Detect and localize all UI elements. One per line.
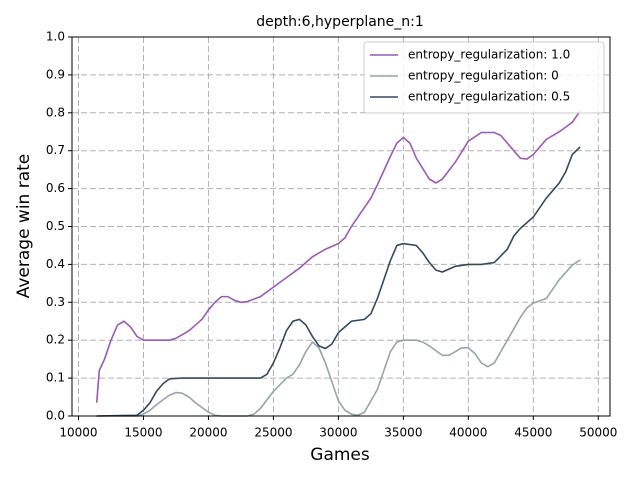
y-tick-label: 0.2 xyxy=(46,333,65,347)
y-tick-label: 0.1 xyxy=(46,371,65,385)
x-tick-label: 45000 xyxy=(514,426,552,440)
x-axis-label: Games xyxy=(310,445,370,465)
legend-label: entropy_regularization: 0 xyxy=(408,69,559,83)
axes-frame xyxy=(71,36,611,417)
y-tick-label: 0.7 xyxy=(46,143,65,157)
x-tick-label: 40000 xyxy=(449,426,487,440)
x-tick-label: 15000 xyxy=(124,426,162,440)
y-tick-label: 0.8 xyxy=(46,105,65,119)
legend-box xyxy=(363,41,605,114)
y-tick-label: 1.0 xyxy=(46,30,65,44)
x-tick-label: 50000 xyxy=(579,426,617,440)
y-tick-label: 0.6 xyxy=(46,181,65,195)
y-tick-label: 0.0 xyxy=(46,409,65,423)
x-tick-label: 35000 xyxy=(384,426,422,440)
x-tick-label: 20000 xyxy=(189,426,227,440)
y-tick-label: 0.4 xyxy=(46,257,65,271)
y-tick-label: 0.9 xyxy=(46,67,65,81)
y-tick-label: 0.3 xyxy=(46,295,65,309)
legend-label: entropy_regularization: 1.0 xyxy=(408,48,570,62)
y-axis-label: Average win rate xyxy=(14,154,34,299)
line xyxy=(95,110,581,403)
y-tick-label: 0.5 xyxy=(46,219,65,233)
line xyxy=(96,146,581,417)
x-tick-label: 25000 xyxy=(254,426,292,440)
x-tick-label: 30000 xyxy=(319,426,357,440)
x-tick-label: 10000 xyxy=(59,426,97,440)
line xyxy=(96,259,581,417)
legend-label: entropy_regularization: 0.5 xyxy=(408,90,570,104)
chart-title: depth:6,hyperplane_n:1 xyxy=(256,14,424,30)
